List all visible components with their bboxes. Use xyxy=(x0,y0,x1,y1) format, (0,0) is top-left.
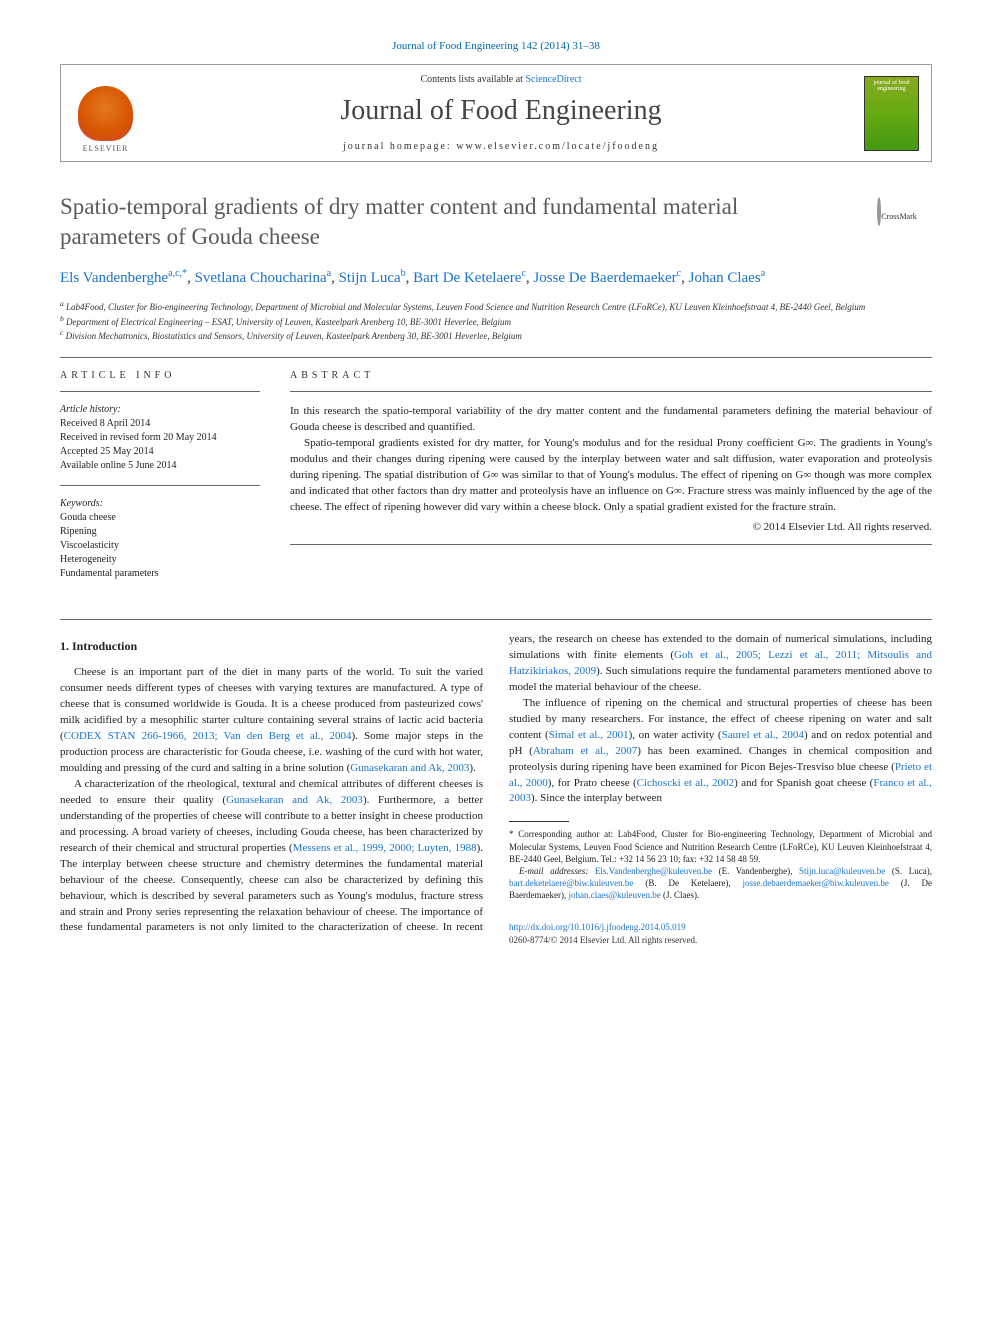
cite-abraham[interactable]: Abraham et al., 2007 xyxy=(533,745,637,757)
crossmark-badge[interactable]: CrossMark xyxy=(862,197,932,227)
author-4-aff: c xyxy=(677,268,681,279)
author-1[interactable]: Svetlana Choucharina xyxy=(195,270,327,286)
author-3[interactable]: Bart De Ketelaere xyxy=(413,270,521,286)
history-2: Accepted 25 May 2014 xyxy=(60,445,260,459)
abstract-divider xyxy=(290,391,932,392)
article-title: Spatio-temporal gradients of dry matter … xyxy=(60,192,932,252)
homepage-url[interactable]: www.elsevier.com/locate/jfoodeng xyxy=(456,141,659,152)
title-text: Spatio-temporal gradients of dry matter … xyxy=(60,194,738,249)
author-1-aff: a xyxy=(327,268,331,279)
journal-header: ELSEVIER Contents lists available at Sci… xyxy=(60,64,932,162)
abstract-p2: Spatio-temporal gradients existed for dr… xyxy=(290,436,932,516)
cite-gunasekaran-1[interactable]: Gunasekaran and Ak, 2003 xyxy=(350,762,469,774)
keyword-3: Heterogeneity xyxy=(60,553,260,567)
issn-line: 0260-8774/© 2014 Elsevier Ltd. All right… xyxy=(509,934,932,947)
author-3-aff: c xyxy=(521,268,525,279)
homepage-label: journal homepage: xyxy=(343,141,456,152)
elsevier-logo: ELSEVIER xyxy=(73,73,138,153)
email-3[interactable]: josse.debaerdemaeker@biw.kuleuven.be xyxy=(743,878,889,888)
doi-block: http://dx.doi.org/10.1016/j.jfoodeng.201… xyxy=(509,921,932,947)
author-4[interactable]: Josse De Baerdemaeker xyxy=(533,270,676,286)
sciencedirect-link[interactable]: ScienceDirect xyxy=(525,74,581,85)
abstract-divider-bottom xyxy=(290,544,932,545)
cite-saurel[interactable]: Saurel et al., 2004 xyxy=(722,729,804,741)
cover-text: journal of food engineering xyxy=(868,80,915,93)
author-2-aff: b xyxy=(401,268,406,279)
intro-p1: Cheese is an important part of the diet … xyxy=(60,665,483,777)
email-4[interactable]: johan.claes@kuleuven.be xyxy=(568,890,660,900)
abstract-heading: abstract xyxy=(290,370,932,381)
keywords-label: Keywords: xyxy=(60,498,260,509)
contents-available: Contents lists available at ScienceDirec… xyxy=(158,74,844,85)
keyword-0: Gouda cheese xyxy=(60,511,260,525)
crossmark-label: CrossMark xyxy=(881,212,917,221)
body-columns: 1. Introduction Cheese is an important p… xyxy=(60,632,932,947)
author-0-aff: a,c,* xyxy=(168,268,187,279)
history-block: Article history: Received 8 April 2014 R… xyxy=(60,404,260,473)
info-abstract-row: article info Article history: Received 8… xyxy=(60,370,932,593)
author-2[interactable]: Stijn Luca xyxy=(339,270,401,286)
affiliation-b: b Department of Electrical Engineering –… xyxy=(60,314,932,329)
affiliation-c: c Division Mechatronics, Biostatistics a… xyxy=(60,328,932,343)
corresponding-author: * Corresponding author at: Lab4Food, Clu… xyxy=(509,828,932,864)
abstract-p1: In this research the spatio-temporal var… xyxy=(290,404,932,436)
email-2[interactable]: bart.deketelaere@biw.kuleuven.be xyxy=(509,878,633,888)
cite-codex[interactable]: CODEX STAN 266-1966, 2013; Van den Berg … xyxy=(64,730,352,742)
elsevier-tree-icon xyxy=(78,86,133,141)
emails-label: E-mail addresses: xyxy=(519,866,595,876)
cite-simal[interactable]: Simal et al., 2001 xyxy=(549,729,629,741)
header-center: Contents lists available at ScienceDirec… xyxy=(158,74,844,152)
intro-heading: 1. Introduction xyxy=(60,638,483,655)
affiliations: a Lab4Food, Cluster for Bio-engineering … xyxy=(60,299,932,343)
author-5-aff: a xyxy=(761,268,765,279)
footnotes: * Corresponding author at: Lab4Food, Clu… xyxy=(509,828,932,901)
contents-text: Contents lists available at xyxy=(420,74,525,85)
cite-gunasekaran-2[interactable]: Gunasekaran and Ak, 2003 xyxy=(226,794,363,806)
author-5[interactable]: Johan Claes xyxy=(689,270,761,286)
email-4-who: (J. Claes). xyxy=(661,890,700,900)
history-0: Received 8 April 2014 xyxy=(60,417,260,431)
email-0[interactable]: Els.Vandenberghe@kuleuven.be xyxy=(595,866,712,876)
history-label: Article history: xyxy=(60,404,260,415)
divider-body xyxy=(60,619,932,620)
article-info-column: article info Article history: Received 8… xyxy=(60,370,260,593)
affiliation-a: a Lab4Food, Cluster for Bio-engineering … xyxy=(60,299,932,314)
article-info-heading: article info xyxy=(60,370,260,381)
elsevier-label: ELSEVIER xyxy=(83,144,129,153)
intro-p3: The influence of ripening on the chemica… xyxy=(509,696,932,808)
keyword-4: Fundamental parameters xyxy=(60,567,260,581)
journal-homepage: journal homepage: www.elsevier.com/locat… xyxy=(158,141,844,152)
keyword-2: Viscoelasticity xyxy=(60,539,260,553)
email-1[interactable]: Stijn.luca@kuleuven.be xyxy=(799,866,885,876)
abstract-text: In this research the spatio-temporal var… xyxy=(290,404,932,536)
author-list: Els Vandenberghea,c,*, Svetlana Chouchar… xyxy=(60,266,932,290)
journal-title: Journal of Food Engineering xyxy=(158,95,844,127)
email-0-who: (E. Vandenberghe), xyxy=(712,866,799,876)
email-1-who: (S. Luca), xyxy=(885,866,932,876)
abstract-copyright: © 2014 Elsevier Ltd. All rights reserved… xyxy=(290,520,932,536)
footnote-divider xyxy=(509,821,569,822)
footnote-block: * Corresponding author at: Lab4Food, Clu… xyxy=(509,821,932,947)
keyword-1: Ripening xyxy=(60,525,260,539)
cite-messens[interactable]: Messens et al., 1999, 2000; Luyten, 1988 xyxy=(293,842,477,854)
doi-link[interactable]: http://dx.doi.org/10.1016/j.jfoodeng.201… xyxy=(509,922,686,932)
keywords-block: Keywords: Gouda cheese Ripening Viscoela… xyxy=(60,498,260,581)
history-3: Available online 5 June 2014 xyxy=(60,459,260,473)
email-2-who: (B. De Ketelaere), xyxy=(633,878,742,888)
cite-cichoscki[interactable]: Cichoscki et al., 2002 xyxy=(637,777,734,789)
history-1: Received in revised form 20 May 2014 xyxy=(60,431,260,445)
journal-reference: Journal of Food Engineering 142 (2014) 3… xyxy=(60,40,932,52)
journal-cover-thumbnail: journal of food engineering xyxy=(864,76,919,151)
divider-top xyxy=(60,357,932,358)
abstract-column: abstract In this research the spatio-tem… xyxy=(290,370,932,593)
email-addresses: E-mail addresses: Els.Vandenberghe@kuleu… xyxy=(509,865,932,901)
info-divider-2 xyxy=(60,485,260,486)
info-divider-1 xyxy=(60,391,260,392)
author-0[interactable]: Els Vandenberghe xyxy=(60,270,168,286)
